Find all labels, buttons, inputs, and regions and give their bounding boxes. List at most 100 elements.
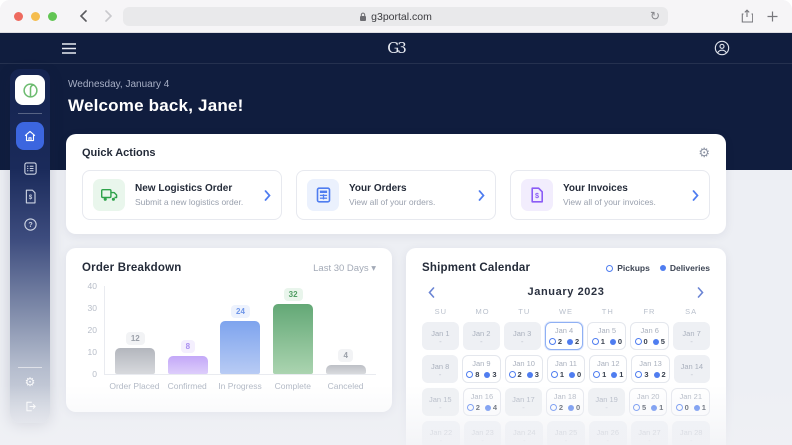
date-range-dropdown[interactable]: Last 30 Days ▾ <box>313 262 376 274</box>
calendar-day-jan-3[interactable]: Jan 3- <box>503 322 541 350</box>
share-icon[interactable] <box>741 9 753 23</box>
forward-button[interactable] <box>104 10 113 22</box>
calendar-day-jan-17[interactable]: Jan 17- <box>505 388 542 416</box>
calendar-day-jan-21[interactable]: Jan 21 0 1 <box>671 388 711 416</box>
invoice-doc-icon: $ <box>25 189 36 204</box>
pickup-count: 2 <box>557 337 562 346</box>
sidebar-item-home[interactable] <box>16 122 44 150</box>
bar-column-order-placed: 12 <box>109 332 162 374</box>
no-shipments-dash: - <box>479 336 483 346</box>
next-month-button[interactable] <box>695 286 706 298</box>
no-shipments-dash: - <box>481 435 484 445</box>
x-axis-label: Order Placed <box>109 381 160 391</box>
no-shipments-dash: - <box>439 336 442 346</box>
calendar-day-jan-26[interactable]: Jan 26- <box>588 421 627 445</box>
day-of-week-header: TH <box>601 307 614 316</box>
your-orders-tile[interactable]: Your Orders View all of your orders. <box>296 170 496 220</box>
calendar-day-jan-20[interactable]: Jan 20 5 1 <box>628 388 668 416</box>
x-axis-label: Confirmed <box>167 381 207 391</box>
y-tick-label: 30 <box>87 303 97 313</box>
calendar-day-jan-15[interactable]: Jan 15- <box>422 388 459 416</box>
calendar-day-jan-13[interactable]: Jan 13 3 2 <box>631 355 670 383</box>
sidebar-logo-tile <box>15 75 45 105</box>
pickup-dot-icon <box>633 404 640 411</box>
sidebar-settings-gear-icon[interactable]: ⚙ <box>24 375 36 389</box>
delivery-dot-icon <box>653 371 660 378</box>
day-label: Jan 18 <box>553 392 577 401</box>
pickup-dot-icon <box>549 404 557 411</box>
calendar-day-jan-1[interactable]: Jan 1- <box>422 322 459 350</box>
no-shipments-dash: - <box>690 336 693 346</box>
day-label: Jan 8 <box>430 361 450 371</box>
legend-pickups: Pickups <box>606 263 650 273</box>
chart-y-axis: 40 30 20 10 0 <box>82 281 104 379</box>
delivery-count: 2 <box>575 337 580 346</box>
quick-actions-gear-icon[interactable]: ⚙ <box>698 145 710 160</box>
calendar-day-jan-11[interactable]: Jan 11 1 0 <box>546 355 586 383</box>
bar <box>220 321 261 374</box>
invoice-file-icon: $ <box>521 179 553 211</box>
help-icon: ? <box>23 218 37 231</box>
lock-icon <box>359 12 367 22</box>
address-bar[interactable]: g3portal.com ↻ <box>123 7 668 26</box>
delivery-dot-icon <box>484 404 491 411</box>
back-button[interactable] <box>79 10 88 22</box>
sidebar-item-help[interactable]: ? <box>23 217 38 232</box>
calendar-day-jan-10[interactable]: Jan 10 2 3 <box>504 355 543 383</box>
zoom-window-button[interactable] <box>48 11 57 21</box>
delivery-count: 4 <box>492 403 498 412</box>
calendar-day-jan-7[interactable]: Jan 7- <box>673 322 711 350</box>
calendar-day-jan-18[interactable]: Jan 18 2 0 <box>545 388 585 416</box>
calendar-day-jan-12[interactable]: Jan 12 1 1 <box>589 355 628 383</box>
pickup-count: 2 <box>558 403 564 412</box>
calendar-day-jan-14[interactable]: Jan 14- <box>673 355 710 383</box>
sidebar-logout-icon[interactable] <box>24 400 37 413</box>
calendar-day-jan-25[interactable]: Jan 25- <box>547 421 585 445</box>
calendar-day-jan-22[interactable]: Jan 22- <box>422 421 460 445</box>
calendar-day-jan-2[interactable]: Jan 2- <box>462 322 500 350</box>
reload-icon[interactable]: ↻ <box>649 9 660 23</box>
bar <box>167 356 208 374</box>
minimize-window-button[interactable] <box>31 11 40 21</box>
day-label: Jan 3 <box>512 328 532 338</box>
calendar-day-jan-23[interactable]: Jan 23- <box>463 421 502 445</box>
calendar-day-jan-27[interactable]: Jan 27- <box>630 421 669 445</box>
delivery-dot-icon <box>526 371 533 378</box>
your-invoices-tile[interactable]: $ Your Invoices View all of your invoice… <box>510 170 710 220</box>
close-window-button[interactable] <box>14 11 23 21</box>
calendar-day-jan-24[interactable]: Jan 24- <box>505 421 544 445</box>
orders-table-icon <box>307 179 339 211</box>
sidebar-item-orders[interactable] <box>23 161 38 176</box>
pickup-dot-icon <box>548 338 556 345</box>
account-icon[interactable] <box>714 40 730 56</box>
bar-column-complete: 32 <box>267 288 320 374</box>
calendar-day-jan-28[interactable]: Jan 28- <box>672 421 711 445</box>
calendar-day-jan-8[interactable]: Jan 8- <box>422 355 459 383</box>
x-axis-label: Canceled <box>327 381 364 391</box>
prev-month-button[interactable] <box>426 286 437 298</box>
tile-title: Your Invoices <box>563 183 628 194</box>
day-label: Jan 2 <box>472 328 491 338</box>
calendar-day-jan-19[interactable]: Jan 19- <box>588 388 625 416</box>
sidebar-divider <box>18 113 42 114</box>
new-tab-icon[interactable] <box>767 11 778 22</box>
hamburger-menu-icon[interactable] <box>62 42 76 54</box>
pickup-dot-icon <box>606 264 614 272</box>
delivery-dot-icon <box>609 338 616 345</box>
calendar-day-jan-16[interactable]: Jan 16 2 4 <box>462 388 502 416</box>
sidebar-item-invoices[interactable]: $ <box>24 189 37 204</box>
new-logistics-order-tile[interactable]: New Logistics Order Submit a new logisti… <box>82 170 282 220</box>
calendar-title: Shipment Calendar <box>422 262 531 274</box>
no-shipments-dash: - <box>438 369 442 379</box>
no-shipments-dash: - <box>606 435 610 445</box>
